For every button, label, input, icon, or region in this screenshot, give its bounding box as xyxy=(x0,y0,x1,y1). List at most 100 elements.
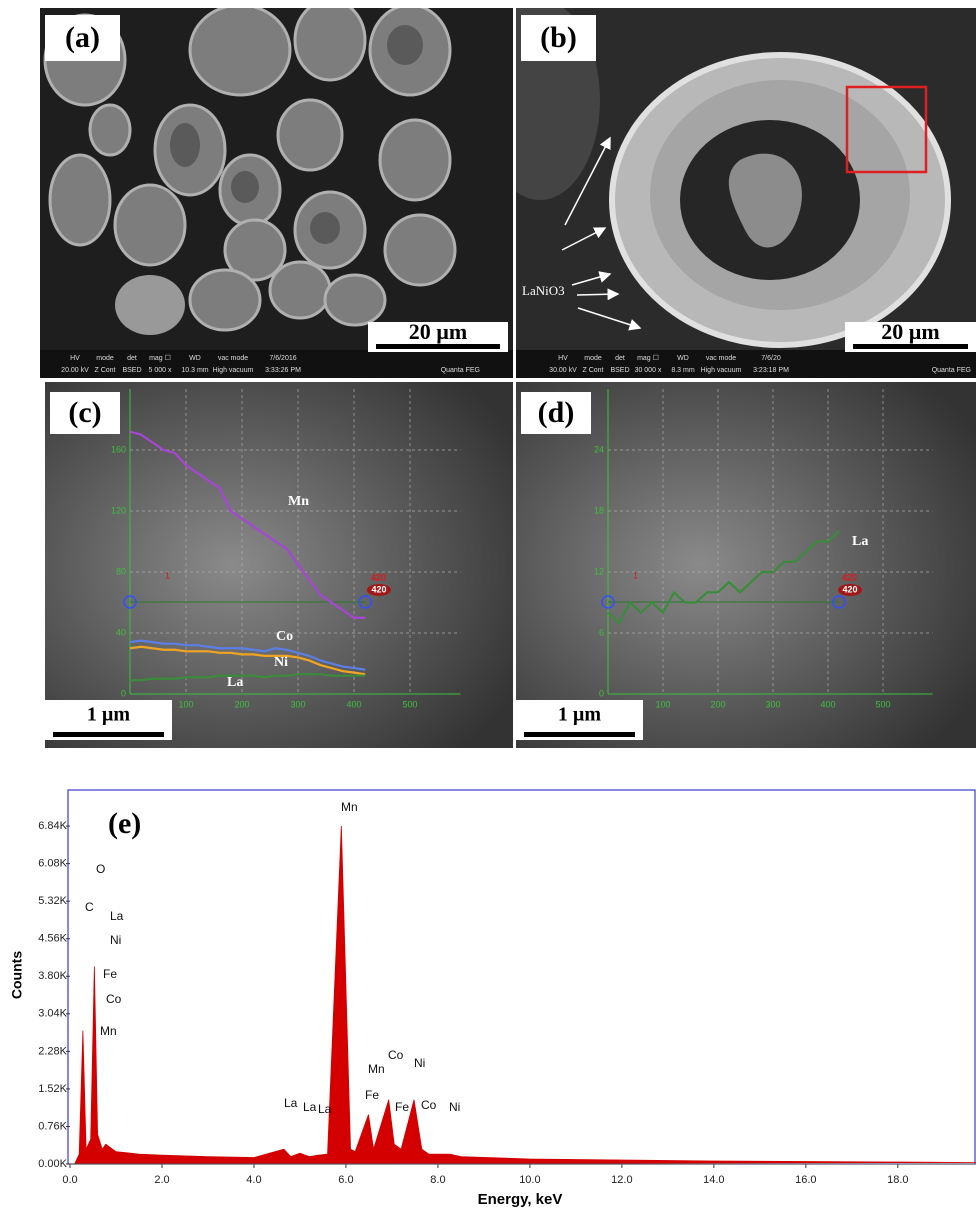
y-tick-label: 5.32K xyxy=(38,895,67,907)
cursor-label: 420 xyxy=(371,584,386,594)
info-header: HV xyxy=(558,355,568,362)
peak-label: Fe xyxy=(395,1100,409,1114)
panel-label: (e) xyxy=(108,807,141,840)
panel-label: (a) xyxy=(65,21,100,54)
y-tick-label: 18 xyxy=(594,505,604,515)
info-header: mode xyxy=(96,355,114,362)
scale-bar-label: 20 µm xyxy=(409,319,468,344)
instrument: Quanta FEG xyxy=(932,367,971,374)
scale-bar-label: 20 µm xyxy=(881,319,940,344)
cursor-label: 420 xyxy=(842,572,857,582)
info-header: mode xyxy=(584,355,602,362)
x-tick-label: 300 xyxy=(290,699,305,709)
info-value: 3:23:18 PM xyxy=(753,367,789,374)
peak-label: Mn xyxy=(341,800,358,814)
panel-label: (c) xyxy=(68,396,101,429)
x-tick-label: 500 xyxy=(402,699,417,709)
info-header: WD xyxy=(189,355,201,362)
scale-bar xyxy=(376,344,500,349)
info-header: HV xyxy=(70,355,80,362)
series-label: La xyxy=(852,534,868,549)
scale-bar-label: 1 µm xyxy=(558,704,602,726)
panel-label: (b) xyxy=(540,21,577,54)
panel-label: (d) xyxy=(538,396,575,429)
y-tick-label: 160 xyxy=(111,444,126,454)
info-value: 3:33:26 PM xyxy=(265,367,301,374)
y-tick-label: 0.00K xyxy=(38,1158,67,1170)
x-tick-label: 100 xyxy=(655,699,670,709)
y-tick-label: 80 xyxy=(116,566,126,576)
info-value: BSED xyxy=(610,367,629,374)
info-header: det xyxy=(127,355,137,362)
y-tick-label: 12 xyxy=(594,566,604,576)
x-tick-label: 200 xyxy=(710,699,725,709)
y-tick-label: 2.28K xyxy=(38,1045,67,1057)
peak-label: Co xyxy=(388,1048,404,1062)
x-tick-label: 14.0 xyxy=(703,1174,724,1186)
y-tick-label: 3.04K xyxy=(38,1008,67,1020)
series-label: Mn xyxy=(288,494,309,509)
y-tick-label: 1.52K xyxy=(38,1083,67,1095)
x-tick-label: 12.0 xyxy=(611,1174,632,1186)
peak-label: Mn xyxy=(100,1024,117,1038)
peak-label: La xyxy=(284,1096,298,1110)
x-tick-label: 8.0 xyxy=(430,1174,445,1186)
x-tick-label: 200 xyxy=(234,699,249,709)
info-value: High vacuum xyxy=(213,367,254,374)
info-header: vac mode xyxy=(706,355,736,362)
peak-label: Ni xyxy=(414,1056,425,1070)
x-axis-title: Energy, keV xyxy=(478,1191,563,1208)
info-value: 30.00 kV xyxy=(549,367,577,374)
x-tick-label: 6.0 xyxy=(338,1174,353,1186)
x-tick-label: 400 xyxy=(820,699,835,709)
peak-label: Co xyxy=(106,992,122,1006)
instrument: Quanta FEG xyxy=(441,367,480,374)
y-tick-label: 0 xyxy=(599,688,604,698)
cursor-label: 1 xyxy=(165,570,170,580)
info-value: 20.00 kV xyxy=(61,367,89,374)
y-tick-label: 24 xyxy=(594,444,604,454)
y-tick-label: 6.84K xyxy=(38,820,67,832)
y-tick-label: 6.08K xyxy=(38,858,67,870)
x-tick-label: 16.0 xyxy=(795,1174,816,1186)
scale-bar-label: 1 µm xyxy=(87,704,131,726)
info-value: 10.3 mm xyxy=(181,367,208,374)
scale-bar xyxy=(524,732,635,737)
y-tick-label: 3.80K xyxy=(38,970,67,982)
y-tick-label: 6 xyxy=(599,627,604,637)
x-tick-label: 500 xyxy=(875,699,890,709)
info-value: 5 000 x xyxy=(149,367,172,374)
scale-bar xyxy=(853,344,968,349)
y-axis-title: Counts xyxy=(9,951,25,999)
info-header: det xyxy=(615,355,625,362)
info-header: mag ☐ xyxy=(637,354,659,362)
info-value: BSED xyxy=(122,367,141,374)
peak-label: La xyxy=(318,1102,332,1116)
info-value: Z Cont xyxy=(582,367,603,374)
x-tick-label: 300 xyxy=(765,699,780,709)
info-header: WD xyxy=(677,355,689,362)
info-value: High vacuum xyxy=(701,367,742,374)
plot-frame xyxy=(68,790,975,1164)
peak-label: Ni xyxy=(110,933,121,947)
info-value: 8.3 mm xyxy=(671,367,695,374)
info-value: Z Cont xyxy=(94,367,115,374)
peak-label: Mn xyxy=(368,1062,385,1076)
peak-label: Ni xyxy=(449,1100,460,1114)
info-header: 7/6/2016 xyxy=(269,355,296,362)
peak-label: Co xyxy=(421,1098,437,1112)
peak-label: La xyxy=(110,909,124,923)
info-value: 30 000 x xyxy=(635,367,662,374)
info-header: 7/6/20 xyxy=(761,355,781,362)
peak-label: La xyxy=(303,1100,317,1114)
peak-label: Fe xyxy=(365,1088,379,1102)
cursor-label: 1 xyxy=(633,570,638,580)
x-tick-label: 100 xyxy=(178,699,193,709)
x-tick-label: 18.0 xyxy=(887,1174,908,1186)
scale-bar xyxy=(53,732,164,737)
x-tick-label: 4.0 xyxy=(246,1174,261,1186)
figure: HV 20.00 kV mode Z Cont det BSED mag ☐ 5 000 x W… xyxy=(0,0,976,1211)
series-label: Ni xyxy=(274,655,288,670)
info-header: mag ☐ xyxy=(149,354,171,362)
peak-label: O xyxy=(96,862,105,876)
